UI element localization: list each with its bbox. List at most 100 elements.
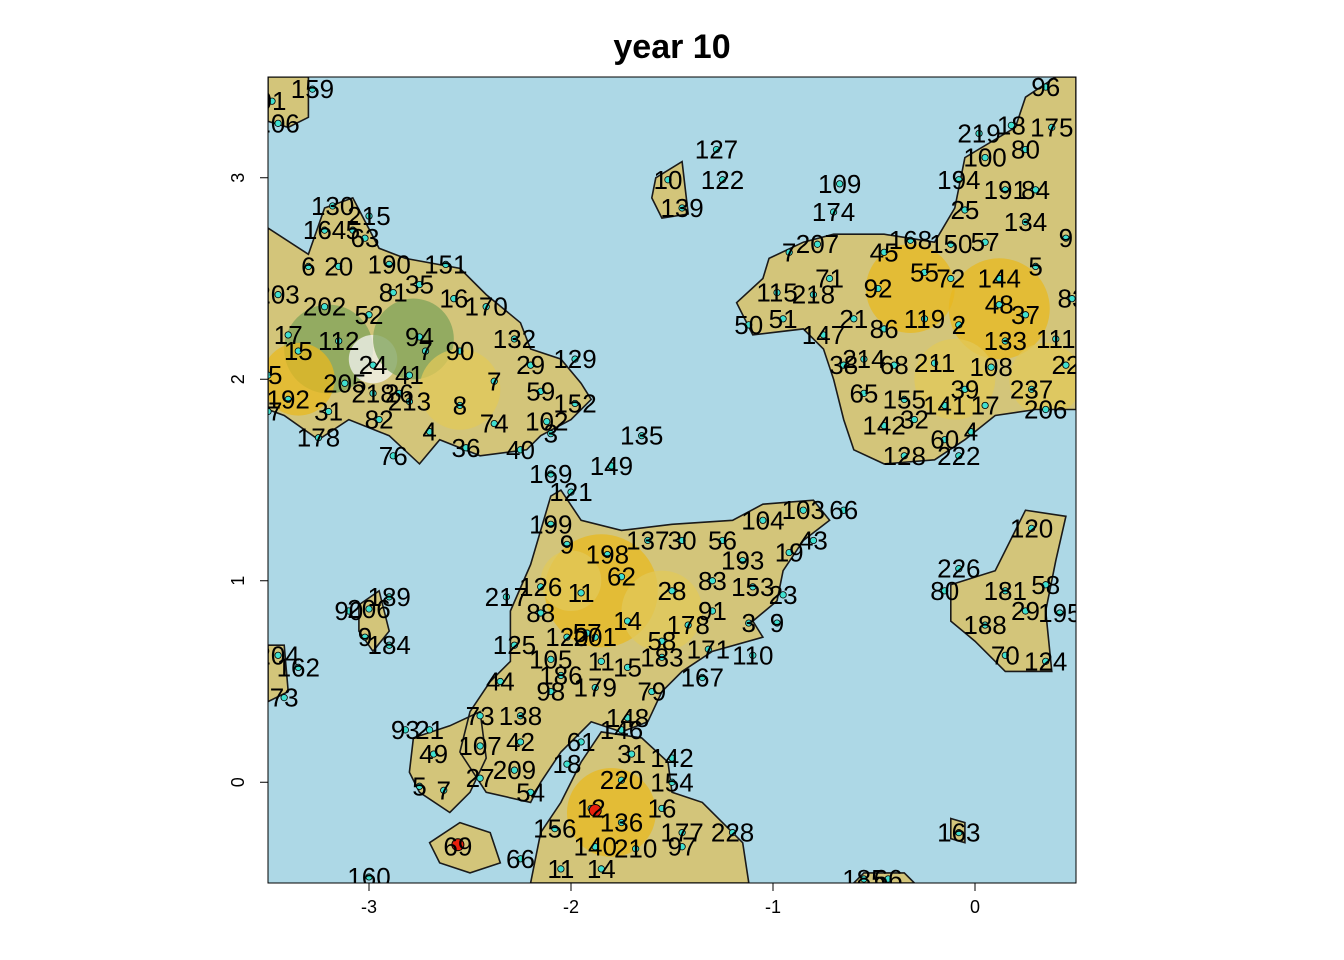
settlement-marker [1001, 337, 1009, 345]
settlement-marker [813, 240, 822, 248]
settlement-marker [591, 843, 599, 851]
settlement-marker [739, 556, 747, 565]
settlement-marker [718, 176, 727, 184]
settlement-label: 17 [971, 390, 1000, 420]
settlement-marker [850, 315, 858, 323]
settlement-label: 15 [613, 652, 642, 682]
settlement-marker [906, 236, 914, 244]
settlement-marker [658, 637, 666, 645]
settlement-label: 137 [626, 525, 669, 555]
settlement-label: 100 [963, 143, 1006, 173]
settlement-marker [745, 619, 753, 627]
settlement-label: 106 [256, 108, 299, 138]
settlement-label: 214 [842, 344, 885, 374]
settlement-label: 9 [770, 608, 784, 638]
settlement-marker [425, 726, 434, 734]
island-northwest-corner-coast [268, 77, 310, 129]
settlement-marker [658, 653, 666, 661]
island-north-small-coast [650, 160, 690, 219]
settlement-marker [425, 428, 434, 436]
settlement-marker [1048, 123, 1056, 131]
settlement-label: 91 [258, 86, 287, 116]
settlement-label: 11 [588, 646, 615, 676]
settlement-marker [799, 506, 807, 514]
settlement-label: 103 [782, 495, 825, 525]
settlement-marker [860, 355, 868, 363]
settlement-marker [995, 274, 1003, 283]
settlement-marker [284, 331, 292, 339]
settlement-label: 209 [493, 755, 536, 785]
settlement-label: 29 [1011, 596, 1040, 626]
settlement-label: 215 [347, 201, 390, 231]
settlement-marker [749, 651, 757, 659]
settlement-marker [308, 85, 317, 93]
settlement-marker [1042, 657, 1050, 665]
settlement-marker [280, 694, 288, 702]
settlement-label: 80 [1011, 135, 1040, 165]
settlement-label: 15 [284, 336, 313, 366]
settlement-marker [274, 651, 282, 659]
settlement-marker [577, 589, 585, 597]
settlement-marker [482, 303, 490, 311]
settlement-label: 65 [849, 378, 878, 408]
settlement-marker [941, 401, 949, 410]
settlement-marker [450, 295, 458, 303]
settlement-marker [547, 520, 555, 528]
settlement-label: 62 [607, 562, 636, 592]
settlement-marker [623, 663, 632, 671]
settlement-label: 19 [775, 538, 804, 568]
terrain-patch [540, 550, 602, 612]
settlement-marker [1042, 83, 1050, 91]
settlement-marker [947, 274, 955, 283]
settlements-layer [268, 83, 1076, 883]
settlement-label: 58 [1031, 570, 1060, 600]
settlement-label: 132 [493, 324, 536, 354]
settlement-label: 175 [1030, 112, 1073, 142]
settlement-label: 206 [1024, 394, 1067, 424]
settlement-marker [955, 565, 963, 573]
settlement-label: 66 [829, 495, 858, 525]
settlement-label: 237 [1010, 374, 1053, 404]
settlement-label: 167 [681, 662, 724, 692]
settlement-marker [583, 629, 591, 637]
settlement-marker [591, 633, 599, 641]
settlement-marker [1001, 186, 1009, 194]
settlement-label: 82 [365, 405, 394, 435]
settlement-marker [638, 432, 646, 440]
settlement-marker [840, 361, 848, 369]
settlement-label: 194 [937, 165, 980, 195]
island-south-bottom [853, 872, 915, 883]
settlement-label: 79 [637, 677, 666, 707]
settlement-label: 4 [422, 417, 436, 447]
settlement-label: 29 [516, 350, 545, 380]
settlement-marker [779, 591, 787, 599]
settlement-marker [365, 605, 373, 613]
settlement-marker [294, 663, 302, 671]
settlement-label: 135 [620, 421, 663, 451]
settlement-marker [981, 154, 989, 162]
settlement-label: 171 [687, 634, 730, 664]
settlement-marker [547, 470, 555, 478]
settlement-label: 142 [650, 743, 693, 773]
settlement-label: 66 [874, 864, 903, 894]
settlement-marker [920, 315, 929, 323]
settlement-label: 56 [708, 525, 737, 555]
settlement-label: 84 [1021, 175, 1050, 205]
island-northwest-corner [268, 77, 309, 128]
settlement-marker [779, 315, 787, 323]
settlement-label: 54 [516, 777, 545, 807]
settlement-marker [874, 284, 882, 293]
settlement-label: 35 [405, 270, 434, 300]
settlement-label: 156 [533, 814, 576, 844]
settlement-marker [975, 129, 983, 138]
settlement-marker [1032, 186, 1040, 194]
settlement-marker [274, 119, 282, 127]
settlement-marker [632, 845, 640, 853]
settlement-marker [785, 248, 793, 256]
settlement-label: 3 [544, 419, 558, 449]
settlement-marker [597, 865, 605, 873]
settlement-marker [516, 855, 525, 863]
